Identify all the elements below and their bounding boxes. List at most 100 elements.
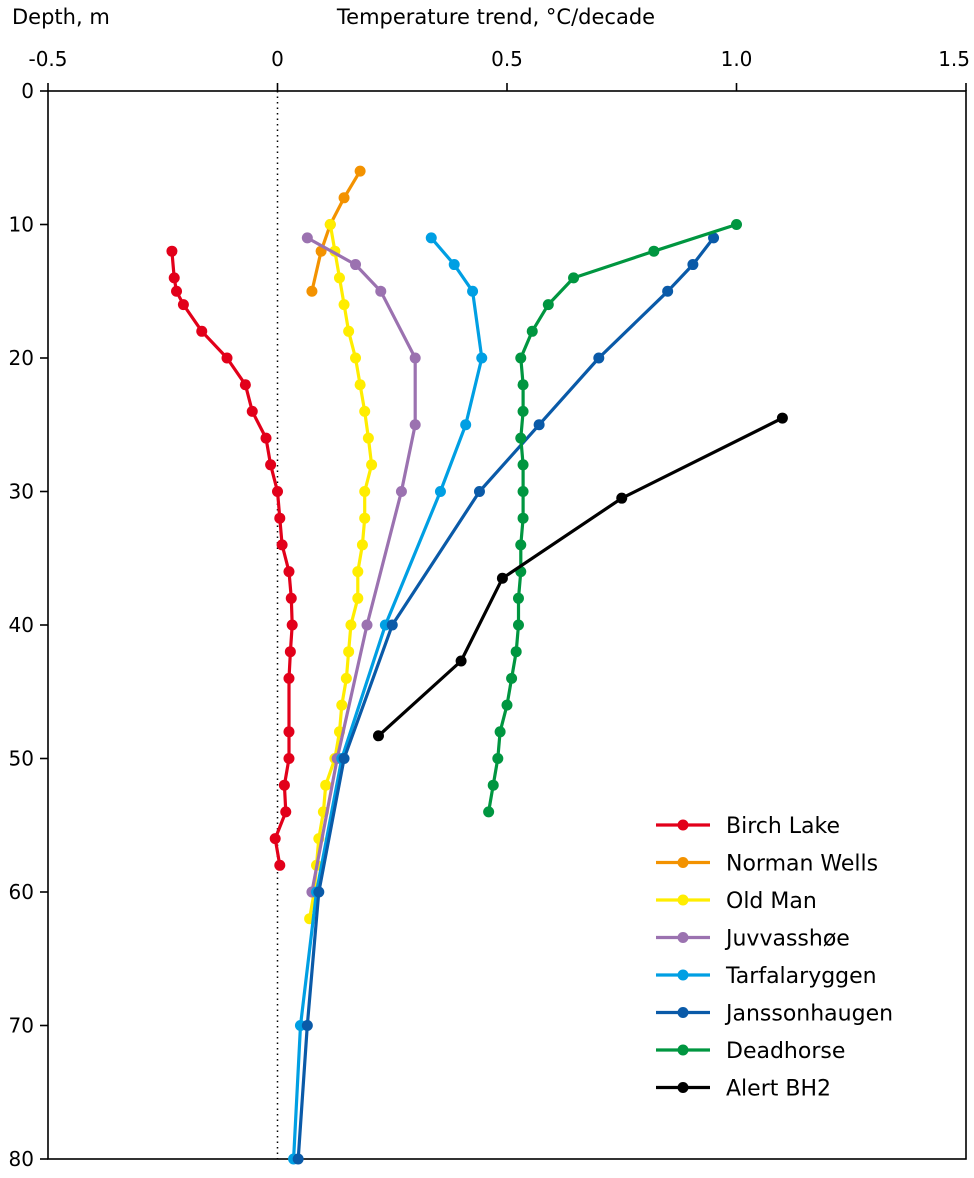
data-point — [476, 352, 488, 364]
legend-label: Janssonhaugen — [724, 1002, 893, 1027]
legend-swatch-marker — [677, 969, 689, 981]
series-line-norman-wells — [310, 170, 362, 292]
data-point — [272, 486, 283, 497]
data-point — [533, 419, 545, 431]
data-point — [492, 753, 504, 764]
data-point — [345, 619, 357, 631]
data-point — [278, 779, 290, 791]
data-point — [517, 405, 529, 417]
data-point — [473, 486, 485, 497]
data-point — [687, 259, 699, 271]
series-deadhorse — [483, 219, 742, 818]
legend-label: Tarfalaryggen — [725, 964, 877, 989]
data-point — [506, 672, 518, 684]
legend-swatch-marker — [677, 1044, 689, 1056]
data-point — [320, 779, 332, 791]
legend: Birch Lake Norman Wells Old Man Juvvasshøe T… — [656, 814, 893, 1102]
data-point — [359, 512, 371, 524]
legend-label: Norman Wells — [726, 852, 878, 877]
data-point — [510, 646, 522, 658]
data-point — [269, 833, 281, 845]
data-point — [239, 379, 251, 391]
data-point — [448, 259, 460, 271]
legend-item: Old Man — [656, 889, 817, 914]
data-point — [512, 619, 524, 631]
data-point — [361, 619, 373, 631]
data-point — [375, 285, 387, 297]
data-point — [283, 672, 295, 684]
data-point — [616, 492, 628, 504]
x-tick-label: 0.5 — [491, 47, 523, 71]
data-point — [285, 592, 297, 604]
legend-swatch-marker — [677, 1082, 689, 1093]
data-point — [301, 232, 313, 244]
data-point — [362, 432, 374, 444]
data-point — [568, 272, 580, 284]
data-point — [483, 806, 495, 818]
series-line-birch-lake — [170, 251, 294, 866]
data-point — [708, 232, 720, 244]
data-point — [542, 299, 554, 311]
y-axis-ticks: 0 10 20 30 40 50 60 70 80 — [9, 79, 48, 1171]
data-point — [434, 486, 446, 497]
data-point — [306, 285, 318, 297]
data-point — [487, 779, 499, 791]
legend-swatch-marker — [677, 894, 689, 906]
legend-label: Old Man — [726, 889, 817, 914]
legend-swatch-marker — [677, 857, 689, 868]
legend-item: Norman Wells — [656, 852, 878, 877]
data-point — [501, 699, 513, 711]
data-point — [336, 699, 348, 711]
data-point — [283, 753, 295, 764]
y-tick-label: 70 — [9, 1014, 34, 1038]
legend-item: Deadhorse — [656, 1039, 845, 1064]
data-point — [343, 646, 355, 658]
data-point — [301, 1020, 313, 1031]
data-point — [274, 512, 286, 524]
data-point — [246, 405, 258, 417]
data-point — [354, 165, 366, 177]
legend-swatch-marker — [677, 1007, 689, 1018]
data-point — [395, 486, 407, 497]
data-point — [324, 219, 336, 230]
data-point — [350, 352, 362, 364]
data-point — [731, 219, 742, 230]
data-point — [517, 486, 529, 497]
data-point — [352, 566, 364, 578]
data-point — [280, 806, 292, 818]
y-tick-label: 40 — [9, 613, 34, 637]
data-point — [283, 566, 295, 578]
data-point — [467, 285, 479, 297]
legend-item: Juvvasshøe — [656, 927, 850, 952]
data-point — [340, 672, 352, 684]
data-point — [352, 592, 364, 604]
series-janssonhaugen — [292, 232, 720, 1165]
data-point — [221, 352, 233, 364]
legend-item: Alert BH2 — [656, 1077, 831, 1102]
x-tick-label: 1.0 — [721, 47, 753, 71]
data-point — [515, 432, 527, 444]
data-point — [460, 419, 472, 431]
x-tick-label: -0.5 — [28, 47, 67, 71]
y-tick-label: 0 — [21, 79, 34, 103]
series-birch-lake — [166, 245, 298, 871]
data-point — [260, 432, 272, 444]
data-point — [177, 299, 189, 311]
data-point — [359, 486, 371, 497]
data-point — [409, 419, 421, 431]
x-axis-ticks: -0.5 0 0.5 1.0 1.5 — [28, 47, 970, 91]
data-point — [517, 459, 529, 471]
legend-swatch-marker — [677, 932, 689, 943]
data-point — [359, 405, 371, 417]
data-point — [496, 572, 508, 584]
data-point — [425, 232, 437, 244]
x-tick-label: 0 — [271, 47, 284, 71]
legend-label: Alert BH2 — [726, 1077, 831, 1102]
data-point — [333, 272, 345, 284]
series-line-tarfalaryggen — [292, 236, 484, 1160]
data-point — [372, 730, 384, 742]
data-point — [292, 1153, 304, 1165]
data-point — [274, 859, 286, 871]
data-point — [515, 352, 527, 364]
